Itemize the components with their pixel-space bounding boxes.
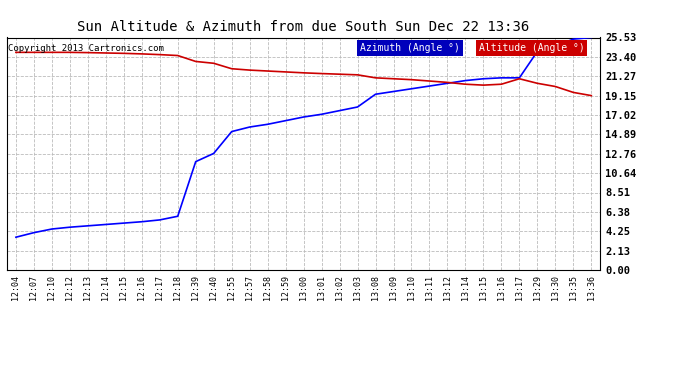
Title: Sun Altitude & Azimuth from due South Sun Dec 22 13:36: Sun Altitude & Azimuth from due South Su… — [77, 20, 530, 33]
Text: Copyright 2013 Cartronics.com: Copyright 2013 Cartronics.com — [8, 45, 164, 54]
Text: Azimuth (Angle °): Azimuth (Angle °) — [360, 44, 460, 53]
Text: Altitude (Angle °): Altitude (Angle °) — [479, 44, 584, 53]
